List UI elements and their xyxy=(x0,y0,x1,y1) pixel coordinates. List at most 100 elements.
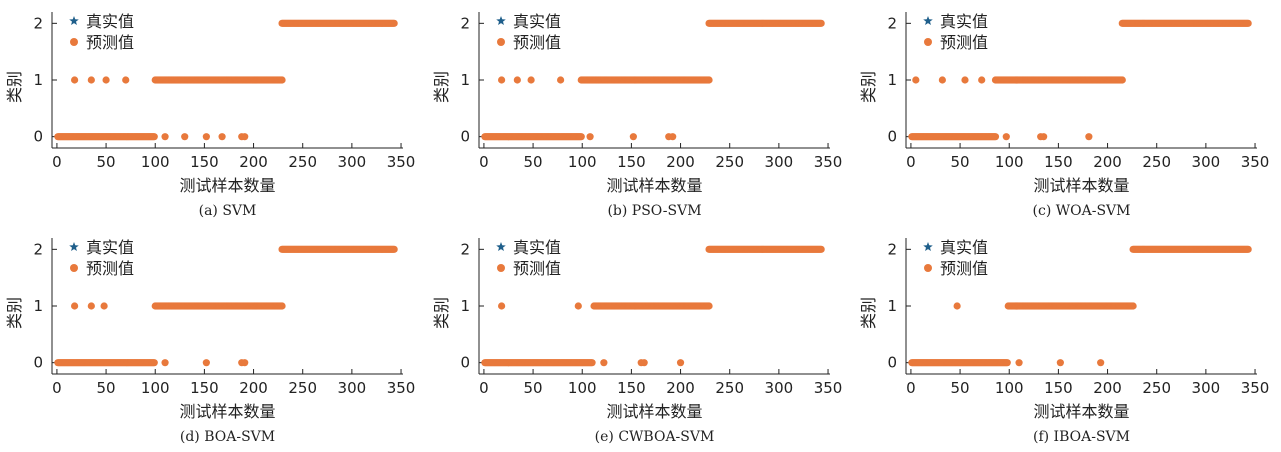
x-tick-label: 200 xyxy=(1093,153,1122,171)
data-point xyxy=(574,302,582,310)
chart-panel: 0 50 100 150 200 250 300 350 0 1 2 真实值 预测值 测试样本数量 类别 (d… xyxy=(0,226,427,452)
x-tick-label: 250 xyxy=(1142,153,1171,171)
data-point xyxy=(938,76,946,84)
data-point xyxy=(161,133,169,141)
data-point xyxy=(1003,359,1011,367)
chart-panel: 0 50 100 150 200 250 300 350 0 1 2 真实值 预测值 测试样本数量 类别 (e… xyxy=(427,226,854,452)
y-tick-label: 2 xyxy=(887,14,897,32)
x-tick-label: 50 xyxy=(97,379,116,397)
chart-panel: 0 50 100 150 200 250 300 350 0 1 2 真实值 预测值 测试样本数量 类别 (a… xyxy=(0,0,427,226)
x-tick-label: 50 xyxy=(951,379,970,397)
data-point xyxy=(513,76,521,84)
data-point xyxy=(669,133,677,141)
data-point xyxy=(150,359,158,367)
y-tick-label: 0 xyxy=(460,128,470,146)
y-tick-label: 2 xyxy=(33,14,43,32)
x-axis-label: 测试样本数量 xyxy=(179,176,275,195)
data-point xyxy=(390,245,398,253)
x-tick-label: 0 xyxy=(52,379,62,397)
x-tick-label: 0 xyxy=(52,153,62,171)
data-point xyxy=(577,133,585,141)
y-axis-label: 类别 xyxy=(432,297,451,329)
data-point xyxy=(1129,302,1137,310)
x-tick-label: 350 xyxy=(1241,153,1270,171)
x-tick-label: 150 xyxy=(190,153,219,171)
legend-label-predicted: 预测值 xyxy=(940,259,988,278)
legend-label-true: 真实值 xyxy=(513,12,561,31)
data-point xyxy=(629,133,637,141)
data-point xyxy=(100,302,108,310)
legend-label-true: 真实值 xyxy=(940,12,988,31)
x-axis-label: 测试样本数量 xyxy=(179,402,275,421)
subfigure-caption: (c) WOA-SVM xyxy=(1033,203,1131,219)
x-tick-label: 200 xyxy=(666,379,695,397)
x-tick-label: 100 xyxy=(995,379,1024,397)
data-point xyxy=(202,359,210,367)
data-point xyxy=(1056,359,1064,367)
data-point xyxy=(978,76,986,84)
data-point xyxy=(498,302,506,310)
legend-label-predicted: 预测值 xyxy=(86,33,134,52)
x-tick-label: 250 xyxy=(715,153,744,171)
x-tick-label: 300 xyxy=(765,153,794,171)
legend-star-icon xyxy=(496,16,506,26)
subfigure-caption: (f) IBOA-SVM xyxy=(1033,429,1130,445)
data-point xyxy=(122,76,130,84)
chart-panel: 0 50 100 150 200 250 300 350 0 1 2 真实值 预测值 测试样本数量 类别 (b… xyxy=(427,0,854,226)
subfigure-caption: (d) BOA-SVM xyxy=(180,429,275,445)
x-tick-label: 200 xyxy=(1093,379,1122,397)
y-tick-label: 1 xyxy=(887,297,897,315)
data-point xyxy=(102,76,110,84)
data-point xyxy=(1244,19,1252,27)
subfigure-caption: (a) SVM xyxy=(199,203,257,219)
data-point xyxy=(527,76,535,84)
data-point xyxy=(600,359,608,367)
data-point xyxy=(1015,359,1023,367)
y-axis-label: 类别 xyxy=(859,71,878,103)
data-point xyxy=(912,76,920,84)
data-point xyxy=(278,76,286,84)
data-point xyxy=(640,359,648,367)
x-axis-label: 测试样本数量 xyxy=(606,402,702,421)
legend-star-icon xyxy=(69,16,79,26)
x-tick-label: 50 xyxy=(97,153,116,171)
x-axis-label: 测试样本数量 xyxy=(606,176,702,195)
data-point xyxy=(1097,359,1105,367)
legend-star-icon xyxy=(69,242,79,252)
data-point xyxy=(991,133,1000,141)
legend-circle-icon xyxy=(497,264,505,272)
legend-star-icon xyxy=(923,16,933,26)
data-point xyxy=(1118,76,1126,84)
y-tick-label: 2 xyxy=(460,14,470,32)
legend-circle-icon xyxy=(497,38,505,46)
y-tick-label: 0 xyxy=(887,354,897,372)
x-tick-label: 0 xyxy=(906,153,916,171)
legend-label-predicted: 预测值 xyxy=(86,259,134,278)
x-tick-label: 300 xyxy=(765,379,794,397)
y-tick-label: 1 xyxy=(460,297,470,315)
data-point xyxy=(150,133,158,141)
y-axis-label: 类别 xyxy=(5,71,24,103)
y-tick-label: 1 xyxy=(33,297,43,315)
legend-label-true: 真实值 xyxy=(940,238,988,257)
data-point xyxy=(278,302,286,310)
data-point xyxy=(87,302,95,310)
y-tick-label: 1 xyxy=(887,71,897,89)
legend-label-predicted: 预测值 xyxy=(513,259,561,278)
x-tick-label: 100 xyxy=(141,153,170,171)
data-point xyxy=(202,133,210,141)
data-point xyxy=(87,76,95,84)
x-tick-label: 0 xyxy=(479,153,489,171)
data-point xyxy=(161,359,169,367)
data-point xyxy=(181,133,189,141)
y-tick-label: 2 xyxy=(460,240,470,258)
x-tick-label: 0 xyxy=(479,379,489,397)
y-tick-label: 1 xyxy=(460,71,470,89)
x-tick-label: 150 xyxy=(1044,153,1073,171)
y-tick-label: 2 xyxy=(33,240,43,258)
